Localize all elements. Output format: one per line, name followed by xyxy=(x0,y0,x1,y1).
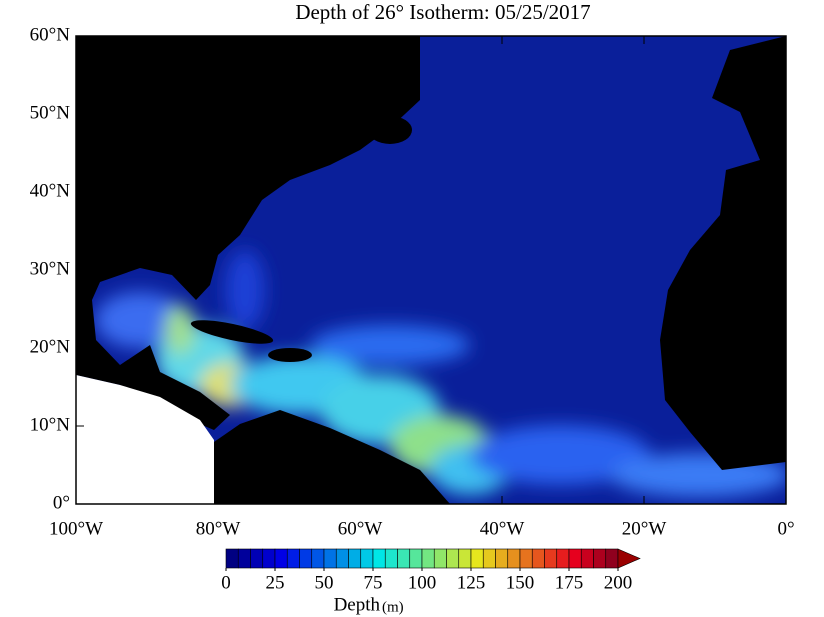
x-tick-label: 60°W xyxy=(338,518,383,539)
y-tick-label: 50°N xyxy=(30,102,71,123)
colorbar-tick-label: 50 xyxy=(315,572,334,593)
colorbar-swatch xyxy=(556,548,570,569)
y-tick-label: 10°N xyxy=(30,414,71,435)
colorbar-swatch xyxy=(286,548,300,569)
colorbar-tick-label: 200 xyxy=(604,572,633,593)
map-area xyxy=(76,36,786,504)
colorbar-swatch xyxy=(299,548,313,569)
colorbar-swatch xyxy=(446,548,460,569)
x-tick-label: 100°W xyxy=(49,518,103,539)
pacific xyxy=(76,375,214,504)
y-tick-label: 30°N xyxy=(30,258,71,279)
colorbar-tick-label: 175 xyxy=(555,572,584,593)
colorbar-tick-label: 75 xyxy=(364,572,383,593)
y-tick-label: 20°N xyxy=(30,336,71,357)
colorbar-swatch xyxy=(311,548,325,569)
colorbar-swatch xyxy=(360,548,374,569)
colorbar-swatch xyxy=(568,548,582,569)
newfoundland xyxy=(368,116,412,144)
x-tick-label: 20°W xyxy=(622,518,667,539)
colorbar-swatch xyxy=(531,548,545,569)
colorbar-extend xyxy=(617,548,641,569)
depth-field xyxy=(95,250,786,497)
colorbar: 0 25 50 75 100 125 150 175 200 xyxy=(221,548,641,593)
colorbar-swatch xyxy=(433,548,447,569)
colorbar-swatch xyxy=(593,548,607,569)
colorbar-swatch xyxy=(495,548,509,569)
colorbar-unit: (m) xyxy=(382,599,404,615)
cuba xyxy=(190,320,274,344)
colorbar-swatch xyxy=(470,548,484,569)
europe-africa xyxy=(660,36,786,470)
colorbar-swatch xyxy=(409,548,423,569)
colorbar-swatch xyxy=(262,548,276,569)
colorbar-swatch xyxy=(274,548,288,569)
colorbar-swatch xyxy=(544,548,558,569)
colorbar-swatch xyxy=(507,548,521,569)
colorbar-tick-label: 150 xyxy=(506,572,535,593)
colorbar-swatch xyxy=(323,548,337,569)
y-tick-label: 0° xyxy=(53,492,70,513)
colorbar-tick-label: 0 xyxy=(221,572,231,593)
colorbar-tick-label: 100 xyxy=(408,572,437,593)
y-tick-label: 40°N xyxy=(30,180,71,201)
hispaniola xyxy=(268,348,312,362)
colorbar-tick-label: 25 xyxy=(266,572,285,593)
south-america xyxy=(214,410,450,504)
colorbar-swatch xyxy=(372,548,386,569)
colorbar-label: Depth xyxy=(334,594,381,615)
colorbar-swatch xyxy=(605,548,619,569)
y-tick-label: 60°N xyxy=(30,24,71,45)
x-tick-label: 40°W xyxy=(480,518,525,539)
colorbar-swatch xyxy=(421,548,435,569)
colorbar-swatch xyxy=(335,548,349,569)
colorbar-swatch xyxy=(237,548,251,569)
colorbar-swatch xyxy=(519,548,533,569)
colorbar-swatch xyxy=(348,548,362,569)
north-america xyxy=(76,36,420,430)
x-tick-label: 0° xyxy=(777,518,794,539)
title: Depth of 26° Isotherm: 05/25/2017 xyxy=(295,0,590,24)
colorbar-tick-label: 125 xyxy=(457,572,486,593)
colorbar-swatch xyxy=(458,548,472,569)
colorbar-swatch xyxy=(225,548,239,569)
colorbar-swatch xyxy=(482,548,496,569)
colorbar-swatch xyxy=(580,548,594,569)
colorbar-swatch xyxy=(384,548,398,569)
colorbar-swatch xyxy=(250,548,264,569)
colorbar-swatch xyxy=(397,548,411,569)
x-tick-label: 80°W xyxy=(196,518,241,539)
